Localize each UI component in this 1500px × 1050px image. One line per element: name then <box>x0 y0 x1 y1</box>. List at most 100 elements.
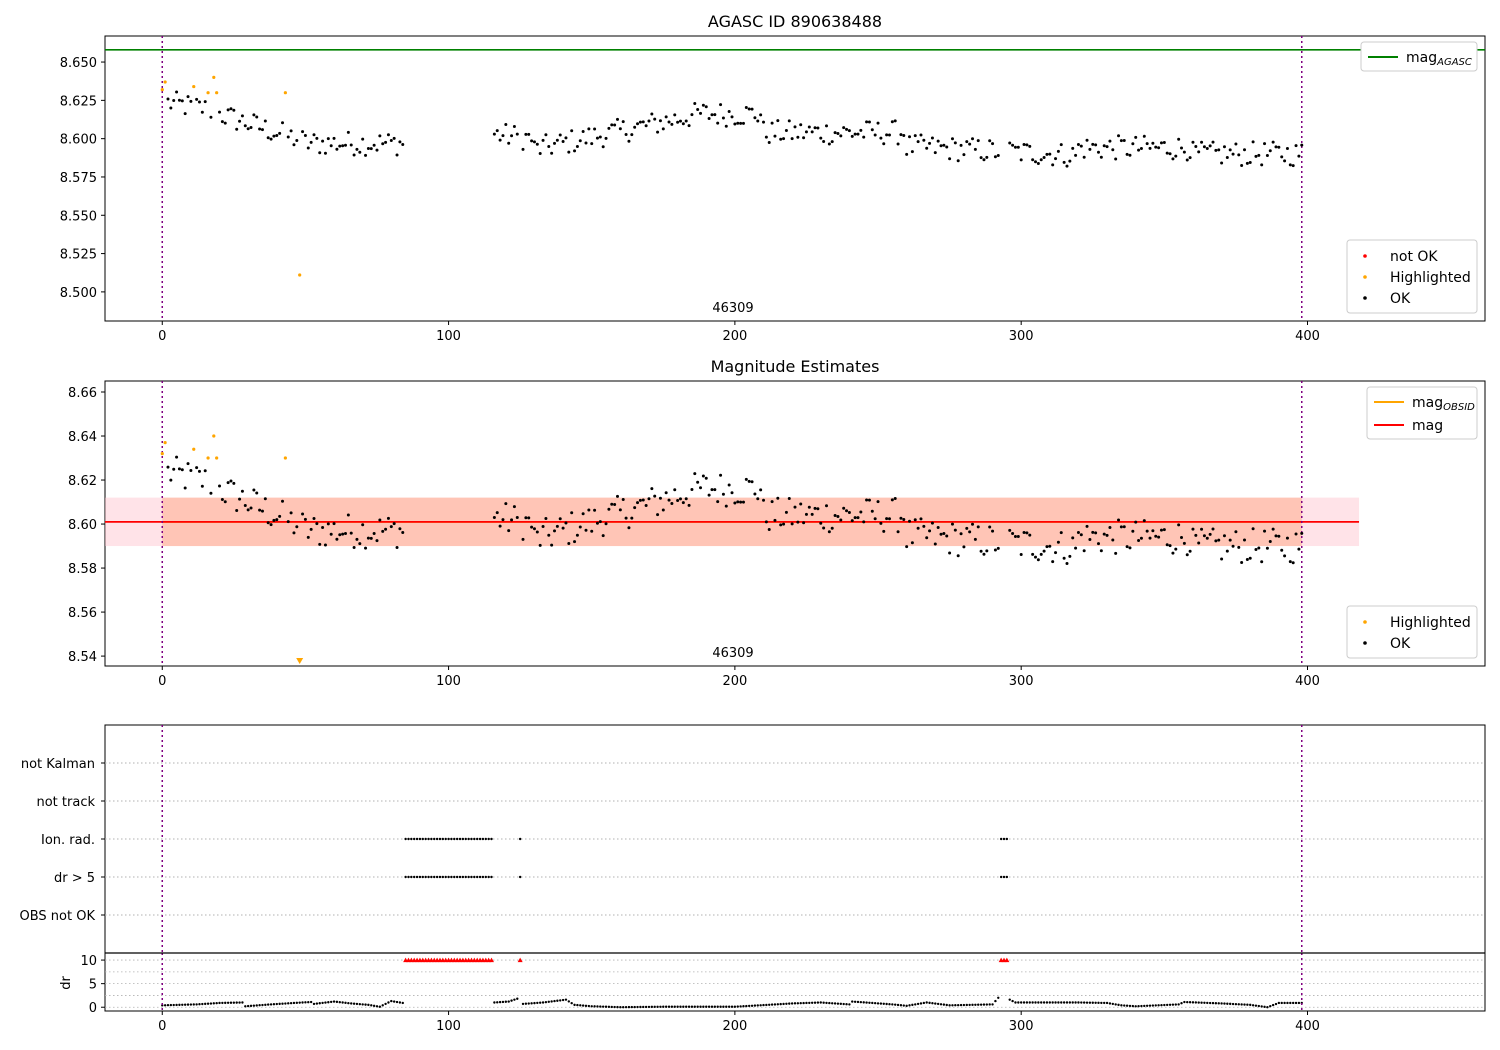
dr-point <box>1131 1004 1135 1008</box>
ok-point <box>1200 140 1204 144</box>
ok-point <box>922 138 926 142</box>
ok-point <box>678 119 682 123</box>
highlighted-point <box>283 456 287 460</box>
dr-point <box>959 1003 963 1007</box>
x-tick-label: 100 <box>436 1019 461 1034</box>
ok-point <box>902 518 906 522</box>
dr-point <box>759 1004 762 1007</box>
dr-point <box>727 1005 731 1008</box>
dr-point <box>713 1005 717 1008</box>
ok-point <box>1065 164 1069 168</box>
ok-point <box>713 488 717 492</box>
flag-point <box>450 837 453 841</box>
dr-point <box>175 1003 178 1007</box>
ok-point <box>936 526 940 530</box>
ok-point <box>1157 146 1161 150</box>
ok-point <box>799 502 803 506</box>
flag-point <box>444 837 447 841</box>
ok-point <box>1277 145 1281 149</box>
ok-point <box>767 140 771 144</box>
highlighted-point <box>215 456 219 460</box>
flags-panel: not Kalman not track Ion. rad. dr > 5 OBS no… <box>20 724 1486 954</box>
dr-point <box>813 1001 817 1004</box>
dr-point <box>1194 1001 1198 1004</box>
dr-point <box>292 1001 296 1005</box>
ok-point <box>527 516 531 520</box>
dr-point <box>716 1005 719 1008</box>
dr-point <box>1114 1003 1117 1006</box>
y-tick-label: 8.525 <box>60 248 97 263</box>
ok-point <box>329 144 333 148</box>
ok-point <box>670 502 674 506</box>
ok-point <box>842 126 846 130</box>
ok-point <box>1062 160 1066 164</box>
ok-point <box>701 474 705 478</box>
dr-point <box>934 1002 937 1005</box>
dr-point <box>1034 1001 1037 1004</box>
ok-point <box>1251 140 1255 144</box>
flag-point <box>415 875 419 879</box>
ok-point <box>1231 152 1235 156</box>
ok-point <box>538 543 542 547</box>
dr-point <box>513 998 516 1001</box>
ok-point <box>1099 155 1103 159</box>
ok-point <box>530 525 534 529</box>
ok-point <box>733 501 737 505</box>
ok-point <box>573 149 577 153</box>
flag-point <box>473 875 476 879</box>
flag-point <box>418 837 422 841</box>
legend-marker <box>1363 275 1367 279</box>
ok-point <box>323 151 327 155</box>
dr-point <box>1137 1004 1140 1008</box>
ok-point <box>392 136 396 140</box>
ok-point <box>1122 525 1126 529</box>
ok-point <box>349 531 353 535</box>
ok-point <box>950 522 954 526</box>
highlighted-point <box>215 91 219 95</box>
ok-point <box>850 134 854 138</box>
x-tick-label: 400 <box>1295 674 1320 689</box>
dr-point <box>1297 1001 1301 1005</box>
ok-point <box>332 522 336 526</box>
ok-point <box>584 141 588 145</box>
ok-point <box>1145 529 1149 533</box>
ok-point <box>341 532 345 536</box>
highlighted-point <box>163 441 167 445</box>
ok-point <box>243 503 247 507</box>
dr-point <box>510 999 513 1002</box>
dr-point <box>607 1005 611 1009</box>
ok-point <box>636 501 640 505</box>
ok-point <box>1013 145 1017 149</box>
ok-point <box>842 506 846 510</box>
flag-point <box>467 837 470 841</box>
ok-point <box>727 109 731 113</box>
ok-point <box>759 113 763 117</box>
ok-point <box>933 151 937 155</box>
dr-point <box>201 1002 204 1006</box>
ok-point <box>670 122 674 126</box>
flag-point <box>453 837 456 841</box>
ok-point <box>510 518 514 522</box>
dr-point <box>493 1001 496 1004</box>
flag-point <box>1005 837 1009 841</box>
ok-point <box>624 132 628 136</box>
ok-point <box>306 146 310 150</box>
ok-point <box>779 523 783 527</box>
ok-point <box>1180 535 1184 539</box>
y-tick-label: 10 <box>80 954 97 969</box>
dr-point <box>1045 1001 1049 1004</box>
ok-point <box>1185 553 1189 557</box>
ok-point <box>876 121 880 125</box>
dr-point <box>985 1003 989 1006</box>
dr-point <box>507 1000 510 1003</box>
dr-point <box>702 1005 705 1008</box>
ok-point <box>1277 534 1281 538</box>
ok-point <box>610 123 614 127</box>
dr-point <box>942 1003 946 1006</box>
ok-point <box>332 136 336 140</box>
ok-point <box>1134 135 1138 139</box>
ok-point <box>263 497 267 501</box>
dr-point <box>341 1001 344 1004</box>
ok-point <box>822 139 826 143</box>
ok-point <box>696 480 700 484</box>
